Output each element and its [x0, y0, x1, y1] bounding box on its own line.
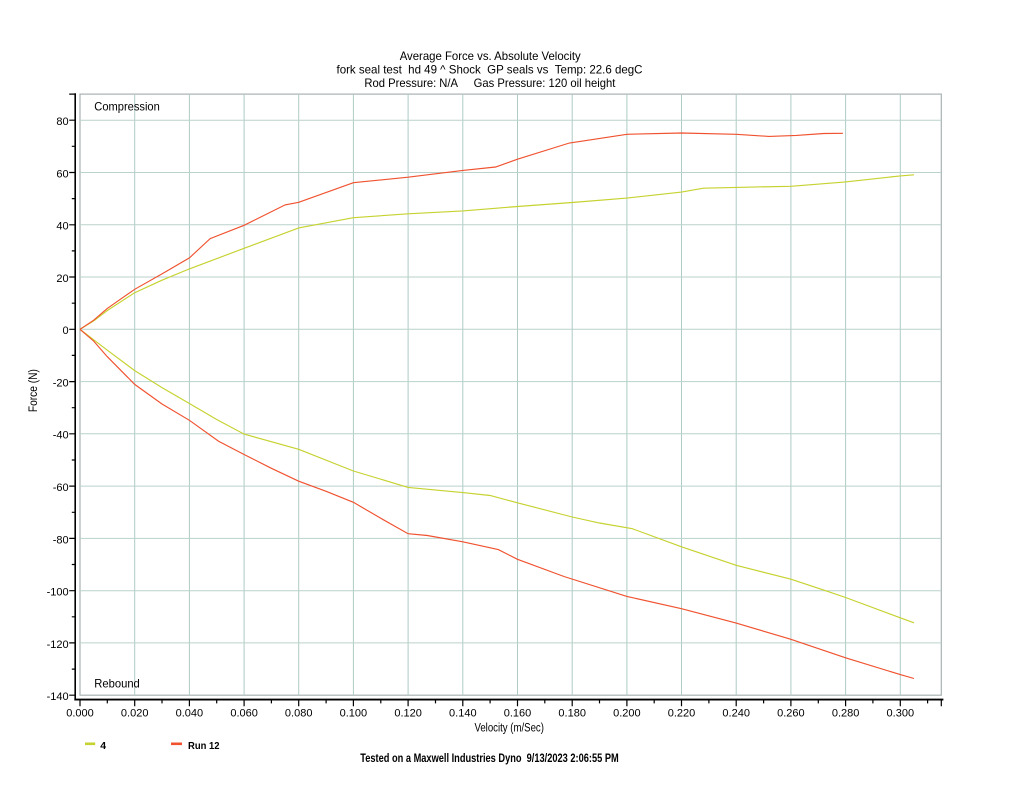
- svg-text:0.040: 0.040: [176, 707, 204, 719]
- svg-text:0.100: 0.100: [340, 707, 368, 719]
- svg-text:20: 20: [56, 273, 68, 285]
- svg-text:0.160: 0.160: [504, 707, 532, 719]
- svg-text:0.060: 0.060: [230, 707, 258, 719]
- svg-text:4: 4: [100, 740, 106, 752]
- svg-text:-40: -40: [53, 430, 69, 442]
- svg-text:60: 60: [56, 168, 68, 180]
- svg-text:0.260: 0.260: [777, 707, 805, 719]
- svg-text:fork seal test hd 49 ^ Shock: fork seal test hd 49 ^ Shock GP seals vs…: [337, 63, 643, 76]
- svg-text:0.120: 0.120: [394, 707, 422, 719]
- svg-text:-120: -120: [47, 639, 69, 651]
- svg-text:0.000: 0.000: [66, 707, 94, 719]
- svg-text:0.220: 0.220: [668, 707, 696, 719]
- svg-text:Average Force vs. Absolute Vel: Average Force vs. Absolute Velocity: [400, 50, 581, 63]
- svg-text:Rod Pressure: N/A Gas Pres: Rod Pressure: N/A Gas Pressure: 120 oil …: [364, 77, 616, 90]
- svg-text:0.240: 0.240: [722, 707, 750, 719]
- svg-text:Force (N): Force (N): [28, 369, 40, 412]
- svg-text:0.200: 0.200: [613, 707, 641, 719]
- svg-text:0.140: 0.140: [449, 707, 477, 719]
- svg-text:40: 40: [56, 221, 68, 233]
- svg-text:Compression: Compression: [94, 100, 160, 114]
- svg-text:-20: -20: [53, 378, 69, 390]
- svg-text:80: 80: [56, 116, 68, 128]
- svg-text:Tested on a Maxwell Industries: Tested on a Maxwell Industries Dyno 9/13…: [360, 753, 618, 765]
- svg-text:0.280: 0.280: [832, 707, 860, 719]
- svg-text:-80: -80: [53, 534, 69, 546]
- svg-text:-60: -60: [53, 482, 69, 494]
- svg-text:0: 0: [62, 325, 68, 337]
- svg-text:Rebound: Rebound: [94, 676, 140, 690]
- svg-text:Velocity (m/Sec): Velocity (m/Sec): [474, 723, 544, 735]
- svg-text:0.080: 0.080: [285, 707, 313, 719]
- svg-text:-100: -100: [47, 587, 69, 599]
- svg-text:0.020: 0.020: [121, 707, 149, 719]
- svg-text:-140: -140: [47, 691, 69, 703]
- svg-text:0.180: 0.180: [558, 707, 586, 719]
- svg-text:0.300: 0.300: [887, 707, 915, 719]
- svg-text:Run 12: Run 12: [188, 740, 220, 752]
